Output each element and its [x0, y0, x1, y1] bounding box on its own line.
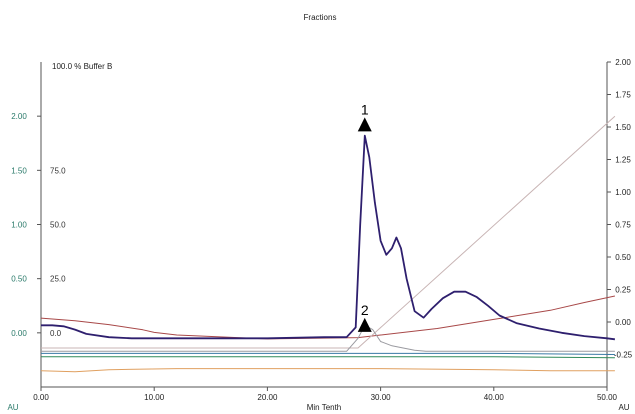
y-right-tick-label: 1.75: [615, 91, 631, 100]
series-line-2: [41, 115, 616, 349]
x-tick-label: 20.00: [257, 393, 278, 402]
y-right-tick-label: 0.75: [615, 221, 631, 230]
right-unit-label: AU: [618, 403, 629, 412]
series-line-6: [40, 368, 615, 373]
annotation-label: 1: [361, 101, 369, 117]
series-line-5: [41, 356, 615, 359]
y-left-tick-label: 0.00: [11, 329, 27, 338]
buffer-label: 100.0 % Buffer B: [52, 62, 112, 71]
series-line-1: [41, 324, 615, 352]
annotation-arrow: [357, 317, 372, 332]
annotation-label: 2: [361, 302, 369, 318]
y-left-tick-label: 1.50: [11, 166, 27, 175]
y-left-axis-ticks: 0.00 0.50 1.00 1.50 2.00: [11, 112, 41, 338]
annotation-layer: 12: [357, 101, 372, 332]
y-right-tick-label: 1.00: [615, 188, 631, 197]
y-buffer-tick-label: 75.0: [50, 166, 66, 175]
x-tick-label: 30.00: [371, 393, 392, 402]
chart-title: Fractions: [304, 13, 337, 22]
y-left-tick-label: 0.50: [11, 275, 27, 284]
series-layer: [40, 115, 616, 373]
y-right-tick-label: 2.00: [615, 58, 631, 67]
y-right-tick-label: 0.50: [615, 253, 631, 262]
y-buffer-tick-label: 50.0: [50, 221, 66, 230]
series-line-3: [40, 295, 616, 340]
y-right-tick-label: 0.25: [615, 286, 631, 295]
y-left-tick-label: 1.00: [11, 221, 27, 230]
x-tick-label: 50.00: [597, 393, 618, 402]
x-tick-label: 0.00: [33, 393, 49, 402]
y-right-tick-label: 0.00: [615, 318, 631, 327]
y-right-tick-label: 1.50: [615, 123, 631, 132]
y-right-tick-label: 1.25: [615, 156, 631, 165]
x-tick-label: 40.00: [484, 393, 505, 402]
x-axis-ticks: 0.00 10.00 20.00 30.00 40.00 50.00: [33, 387, 618, 402]
y-buffer-tick-label: 25.0: [50, 275, 66, 284]
y-buffer-axis-ticks: 0.0 25.0 50.0 75.0: [50, 166, 66, 338]
left-unit-label: AU: [7, 403, 18, 412]
series-line-0: [41, 134, 616, 341]
x-axis-label: Min Tenth: [307, 403, 342, 412]
x-tick-label: 10.00: [144, 393, 165, 402]
y-right-tick-label: -0.25: [614, 351, 633, 360]
annotation-arrow: [357, 117, 372, 132]
y-buffer-tick-label: 0.0: [50, 329, 62, 338]
y-left-tick-label: 2.00: [11, 112, 27, 121]
series-line-4: [41, 352, 615, 355]
y-right-axis-ticks: -0.25 0.00 0.25 0.50 0.75 1.00 1.25 1.50 1.75 2.0…: [607, 58, 633, 360]
